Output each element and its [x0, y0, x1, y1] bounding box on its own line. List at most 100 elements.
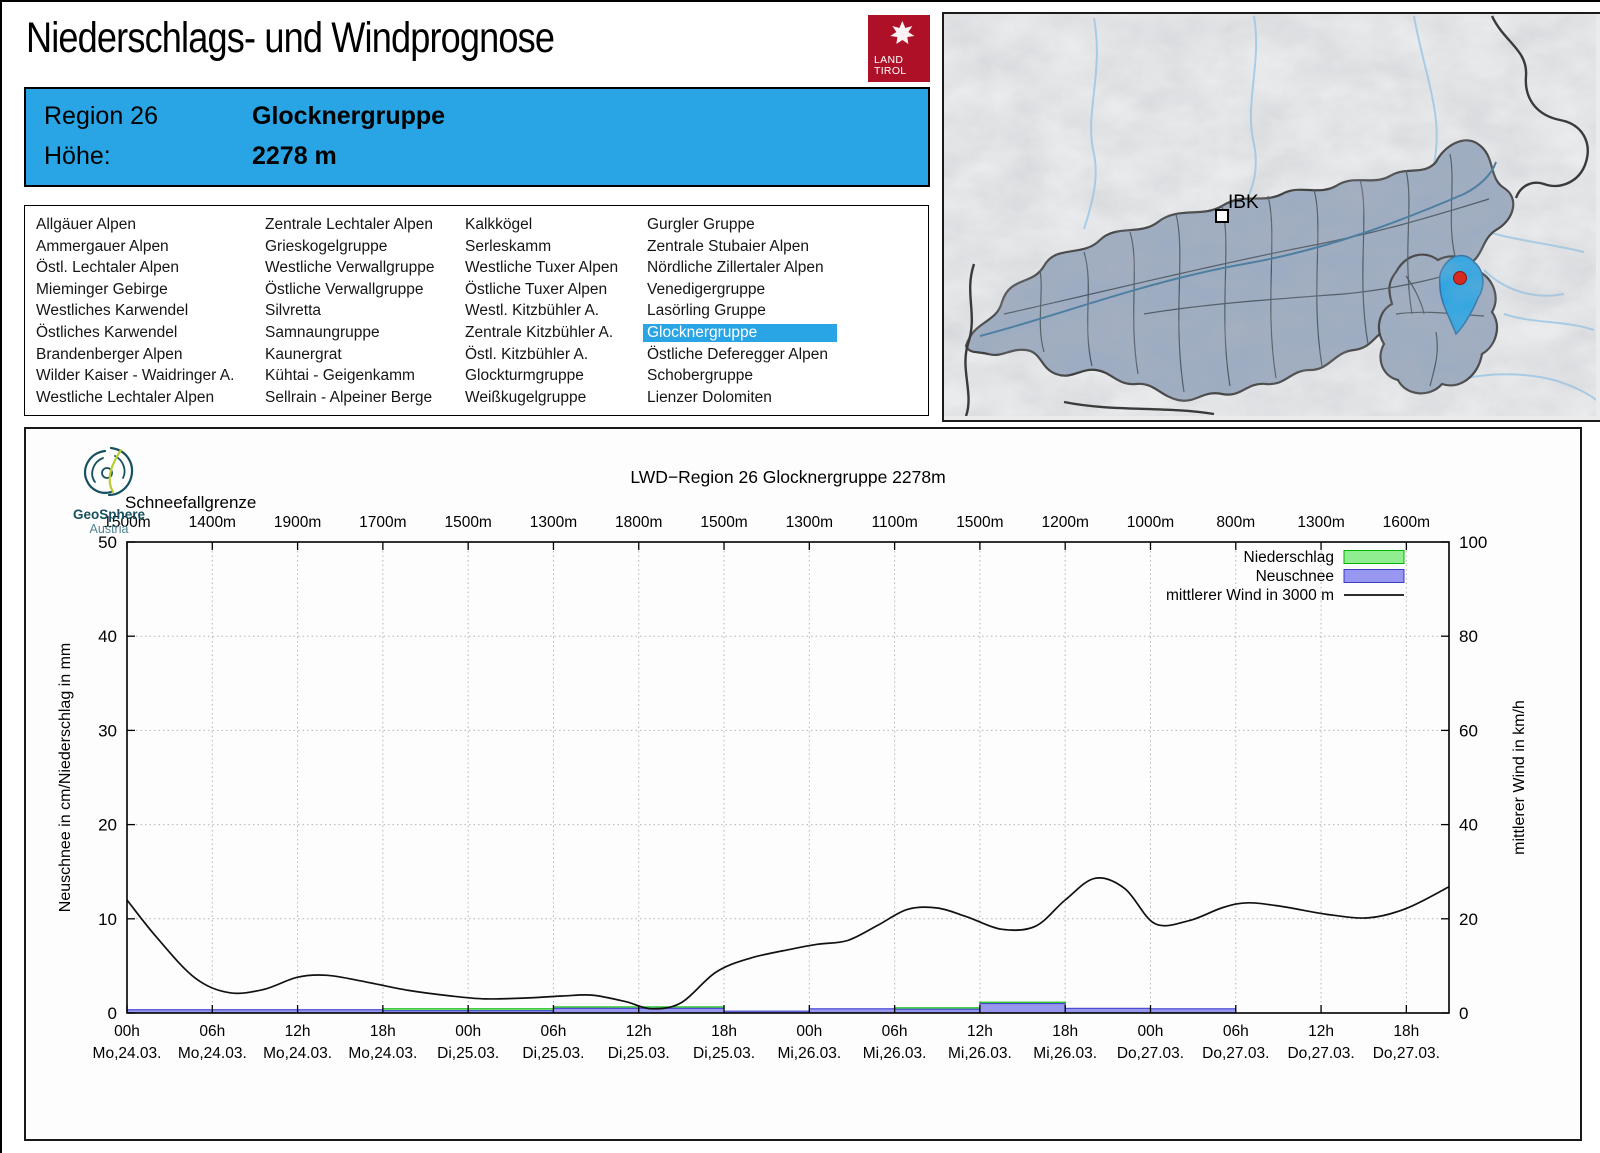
region-item[interactable]: Östliche Deferegger Alpen [647, 346, 837, 368]
region-item[interactable]: Glocknergruppe [643, 323, 837, 346]
region-item-label: Mieminger Gebirge [36, 280, 168, 298]
x-tick-hour-label: 18h [1393, 1023, 1419, 1040]
page-title: Niederschlags- und Windprognose [26, 14, 555, 62]
region-item[interactable]: Grieskogelgruppe [265, 238, 434, 260]
region-info-box: Region 26 Glocknergruppe Höhe: 2278 m [24, 87, 930, 187]
x-tick-date-label: Mi,26.03. [948, 1045, 1012, 1062]
geosphere-name: GeoSphere [72, 507, 146, 522]
y-tick-label-right: 0 [1459, 1004, 1468, 1023]
region-item[interactable]: Silvretta [265, 302, 434, 324]
region-item[interactable]: Zentrale Kitzbühler A. [465, 324, 618, 346]
region-item[interactable]: Weißkugelgruppe [465, 389, 618, 411]
legend-label: Niederschlag [1244, 549, 1334, 566]
x-tick-hour-label: 06h [1223, 1023, 1249, 1040]
region-item[interactable]: Kaunergrat [265, 346, 434, 368]
y-tick-label-left: 50 [98, 533, 117, 552]
region-item[interactable]: Allgäuer Alpen [36, 216, 234, 238]
region-item[interactable]: Westliches Karwendel [36, 302, 234, 324]
geosphere-logo: GeoSphere Austria [54, 445, 164, 536]
region-item[interactable]: Östl. Kitzbühler A. [465, 346, 618, 368]
x-tick-hour-label: 00h [114, 1023, 140, 1040]
ylabel-right: mittlerer Wind in km/h [1511, 700, 1528, 855]
region-item[interactable]: Lasörling Gruppe [647, 302, 837, 324]
region-item[interactable]: Östliche Tuxer Alpen [465, 281, 618, 303]
region-item[interactable]: Kühtai - Geigenkamm [265, 367, 434, 389]
region-selector-list: Allgäuer Alpen Ammergauer Alpen Östl. Lech… [24, 205, 929, 416]
region-column-1: Allgäuer Alpen Ammergauer Alpen Östl. Lech… [36, 216, 234, 410]
y-tick-label-left: 10 [98, 910, 117, 929]
region-name: Glocknergruppe [252, 102, 446, 130]
region-item-label: Östl. Lechtaler Alpen [36, 259, 180, 277]
national-border-lines [964, 15, 1589, 417]
tirol-map[interactable]: IBK [942, 12, 1600, 422]
snowline-value: 1500m [700, 514, 747, 531]
y-tick-label-left: 0 [108, 1004, 117, 1023]
region-item[interactable]: Serleskamm [465, 238, 618, 260]
y-tick-label-right: 100 [1459, 533, 1487, 552]
x-tick-date-label: Di,25.03. [522, 1045, 584, 1062]
legend-swatch [1343, 569, 1405, 583]
region-item[interactable]: Mieminger Gebirge [36, 281, 234, 303]
x-tick-hour-label: 00h [796, 1023, 822, 1040]
region-item[interactable]: Glockturmgruppe [465, 367, 618, 389]
region-item-label: Östliches Karwendel [36, 323, 178, 341]
snowline-value: 1800m [615, 514, 662, 531]
region-item[interactable]: Östliches Karwendel [36, 324, 234, 346]
snowline-value: 1700m [359, 514, 406, 531]
region-item[interactable]: Brandenberger Alpen [36, 346, 234, 368]
y-tick-label-left: 40 [98, 627, 117, 646]
region-item-label: Wilder Kaiser - Waidringer A. [36, 367, 235, 385]
region-item-label: Östliche Deferegger Alpen [647, 345, 828, 363]
region-item[interactable]: Zentrale Stubaier Alpen [647, 238, 837, 260]
region-item-label: Westl. Kitzbühler A. [465, 302, 600, 320]
altitude-value: 2278 m [252, 142, 337, 170]
region-item-label: Westliche Tuxer Alpen [465, 259, 619, 277]
region-item[interactable]: Westliche Lechtaler Alpen [36, 389, 234, 411]
snowline-value: 1300m [1297, 514, 1344, 531]
x-tick-hour-label: 12h [967, 1023, 993, 1040]
snowline-value: 1300m [786, 514, 833, 531]
bar-neuschnee [979, 1003, 1066, 1014]
snowline-value: 1200m [1041, 514, 1088, 531]
region-item[interactable]: Östl. Lechtaler Alpen [36, 259, 234, 281]
region-item-label: Weißkugelgruppe [465, 388, 587, 406]
y-tick-label-right: 40 [1459, 816, 1478, 835]
region-item[interactable]: Nördliche Zillertaler Alpen [647, 259, 837, 281]
region-item[interactable]: Gurgler Gruppe [647, 216, 837, 238]
chart-title: LWD−Region 26 Glocknergruppe 2278m [630, 467, 945, 487]
y-tick-label-right: 20 [1459, 910, 1478, 929]
region-item[interactable]: Westliche Tuxer Alpen [465, 259, 618, 281]
region-item-label: Sellrain - Alpeiner Berge [265, 388, 433, 406]
y-tick-label-left: 20 [98, 816, 117, 835]
x-tick-date-label: Di,25.03. [608, 1045, 670, 1062]
region-item[interactable]: Wilder Kaiser - Waidringer A. [36, 367, 234, 389]
legend-label: mittlerer Wind in 3000 m [1166, 587, 1334, 604]
legend-label: Neuschnee [1256, 568, 1334, 585]
region-item[interactable]: Ammergauer Alpen [36, 238, 234, 260]
region-item[interactable]: Lienzer Dolomiten [647, 389, 837, 411]
region-item-label: Westliche Lechtaler Alpen [36, 388, 215, 406]
wind-line [126, 877, 1450, 1010]
region-item[interactable]: Östliche Verwallgruppe [265, 281, 434, 303]
altitude-label: Höhe: [44, 142, 111, 170]
ylabel-left: Neuschnee in cm/Niederschlag in mm [57, 643, 74, 912]
legend-swatch [1343, 550, 1405, 564]
region-item[interactable]: Westl. Kitzbühler A. [465, 302, 618, 324]
region-item-label: Lienzer Dolomiten [647, 388, 772, 406]
region-item[interactable]: Sellrain - Alpeiner Berge [265, 389, 434, 411]
region-item[interactable]: Zentrale Lechtaler Alpen [265, 216, 434, 238]
terrain-texture [944, 14, 1596, 416]
x-tick-date-label: Do,27.03. [1287, 1045, 1354, 1062]
region-item[interactable]: Venedigergruppe [647, 281, 837, 303]
region-item[interactable]: Schobergruppe [647, 367, 837, 389]
region-item-label: Glockturmgruppe [465, 367, 584, 385]
y-tick-label-right: 60 [1459, 721, 1478, 740]
x-tick-date-label: Mi,26.03. [777, 1045, 841, 1062]
region-item-selected-label: Glocknergruppe [643, 323, 837, 342]
region-item[interactable]: Westliche Verwallgruppe [265, 259, 434, 281]
region-item[interactable]: Samnaungruppe [265, 324, 434, 346]
snowline-label: Schneefallgrenze [125, 493, 256, 512]
land-tirol-logo: LAND TIROL [868, 15, 930, 82]
region-item[interactable]: Kalkkögel [465, 216, 618, 238]
region-item-label: Ammergauer Alpen [36, 237, 169, 255]
